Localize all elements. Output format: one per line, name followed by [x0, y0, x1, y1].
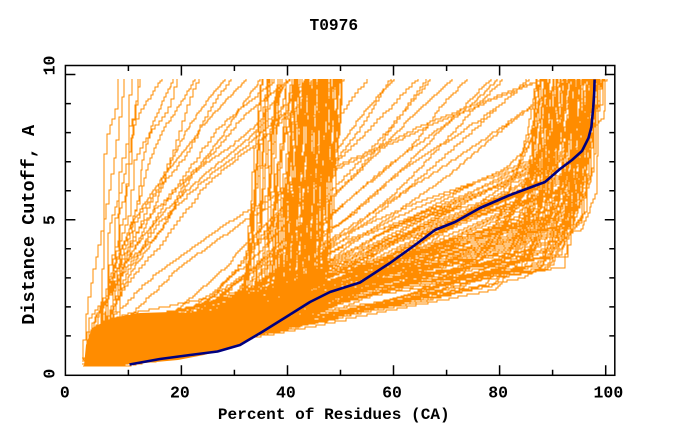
svg-text:5: 5 [41, 215, 60, 225]
svg-text:10: 10 [41, 56, 60, 76]
svg-text:40: 40 [276, 383, 296, 402]
svg-text:60: 60 [382, 383, 402, 402]
svg-text:Percent of Residues (CA): Percent of Residues (CA) [218, 406, 450, 424]
svg-text:80: 80 [488, 383, 508, 402]
svg-text:0: 0 [41, 369, 60, 379]
svg-text:T0976: T0976 [310, 17, 359, 35]
svg-text:100: 100 [594, 383, 624, 402]
svg-text:20: 20 [170, 383, 190, 402]
svg-text:0: 0 [60, 383, 70, 402]
svg-text:Distance Cutoff, A: Distance Cutoff, A [19, 124, 40, 325]
